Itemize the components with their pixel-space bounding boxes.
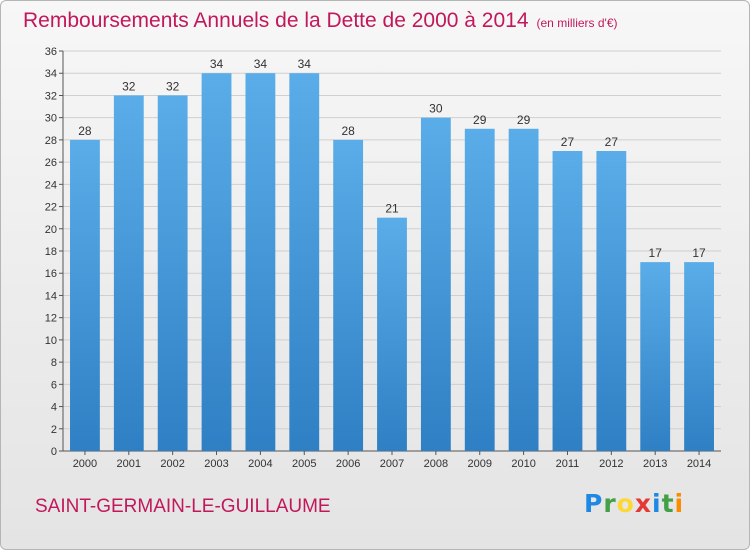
y-tick-label: 14 (45, 290, 57, 302)
x-tick-label: 2004 (248, 458, 272, 470)
data-label: 27 (605, 135, 619, 149)
labels: 28 32 32 34 34 34 28 21 30 29 29 27 27 17 17 (78, 57, 706, 260)
y-tick-label: 8 (51, 357, 57, 369)
y-tick-label: 22 (45, 202, 57, 214)
x-tick-label: 2011 (556, 458, 580, 470)
chart-title-text: Remboursements Annuels de la Dette de 20… (23, 9, 529, 32)
bar (157, 95, 188, 451)
bar (245, 73, 276, 451)
bar (640, 262, 671, 451)
proxiti-logo: Proxiti (584, 489, 684, 518)
x-tick-label: 2013 (643, 458, 667, 470)
data-label: 32 (166, 79, 180, 93)
bar (596, 151, 627, 451)
y-tick-label: 10 (45, 335, 57, 347)
bar (201, 73, 232, 451)
x-tick-label: 2010 (511, 458, 535, 470)
bars (70, 73, 714, 452)
data-label: 34 (298, 57, 312, 71)
bar (70, 139, 100, 451)
x-tick-label: 2008 (424, 458, 448, 470)
data-label: 29 (473, 113, 487, 127)
data-label: 32 (122, 79, 136, 93)
y-tick-label: 12 (45, 313, 57, 325)
x-tick-label: 2002 (160, 458, 184, 470)
bar (508, 128, 539, 451)
commune-name: SAINT-GERMAIN-LE-GUILLAUME (35, 496, 331, 517)
y-tick-label: 28 (45, 135, 57, 147)
data-label: 34 (254, 57, 268, 71)
bar (552, 151, 583, 451)
y-tick-label: 34 (45, 68, 57, 80)
x-tick-label: 2003 (204, 458, 228, 470)
data-label: 30 (429, 102, 443, 116)
logo-letter: o (616, 489, 635, 518)
data-label: 17 (649, 246, 663, 260)
data-label: 17 (692, 246, 706, 260)
logo-letter: i (674, 489, 685, 518)
x-tick-label: 2000 (73, 458, 97, 470)
x-tick-label: 2006 (336, 458, 360, 470)
y-tick-label: 0 (51, 446, 57, 458)
y-tick-label: 36 (45, 46, 57, 58)
x-tick-label: 2009 (467, 458, 491, 470)
x-tick-label: 2005 (292, 458, 316, 470)
y-tick-label: 30 (45, 113, 57, 125)
bar (684, 262, 714, 451)
bar (113, 95, 144, 451)
x-tick-label: 2014 (687, 458, 711, 470)
bar (464, 128, 495, 451)
bar (289, 73, 320, 451)
bar (420, 117, 451, 452)
bar (333, 139, 364, 451)
chart-title: Remboursements Annuels de la Dette de 20… (23, 9, 618, 33)
data-label: 28 (78, 124, 92, 138)
logo-letter: t (661, 489, 675, 518)
y-tick-label: 16 (45, 268, 57, 280)
x-tick-label: 2007 (380, 458, 404, 470)
x-tick-label: 2012 (599, 458, 623, 470)
y-tick-label: 6 (51, 379, 57, 391)
logo-letter: P (584, 489, 604, 518)
y-tick-label: 26 (45, 157, 57, 169)
y-tick-label: 2 (51, 424, 57, 436)
bar (377, 217, 407, 451)
y-tick-label: 32 (45, 90, 57, 102)
chart-unit-label: (en milliers d'€) (536, 16, 618, 30)
y-tick-label: 18 (45, 246, 57, 258)
data-label: 34 (210, 57, 224, 71)
data-label: 29 (517, 113, 531, 127)
y-tick-label: 20 (45, 224, 57, 236)
logo-letter: r (603, 489, 617, 518)
data-label: 28 (341, 124, 355, 138)
x-tick-label: 2001 (117, 458, 141, 470)
data-label: 21 (385, 202, 399, 216)
y-tick-label: 24 (45, 179, 57, 191)
logo-letter: x (634, 489, 652, 518)
logo-letter: i (652, 489, 662, 518)
data-label: 27 (561, 135, 575, 149)
y-tick-label: 4 (51, 402, 57, 414)
